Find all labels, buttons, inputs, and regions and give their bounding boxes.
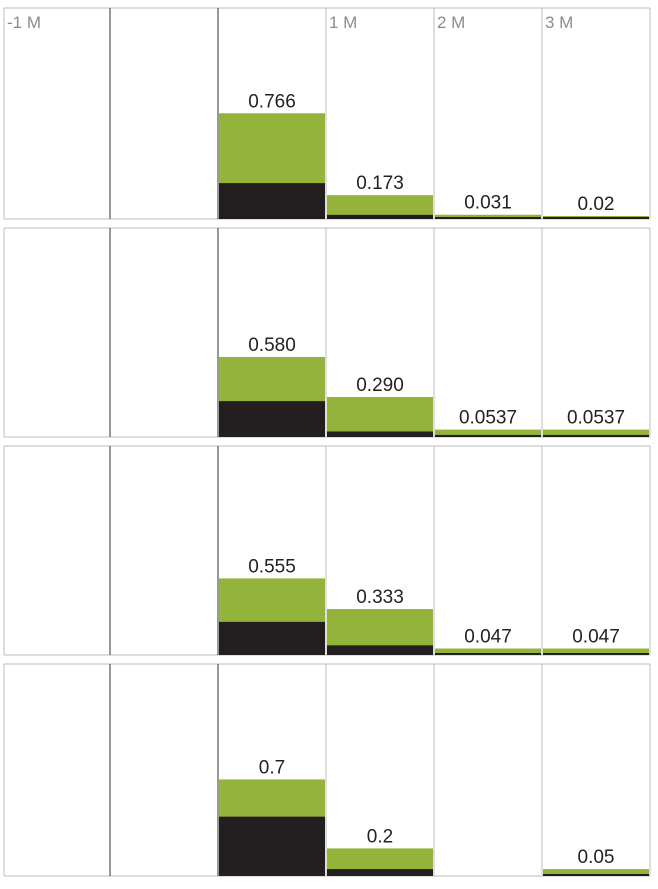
panel-2-bar-3-green [327,397,433,437]
panel-2-data-label-2: 0.580 [248,335,296,356]
panel-3-data-label-2: 0.555 [248,556,296,577]
panel-4-data-label-5: 0.05 [578,847,615,868]
column-header-0: -1 M [7,13,41,32]
panel-2-bar-3-dark [327,431,433,437]
panel-2-bar-4-dark [435,435,541,437]
panel-3-bar-3-dark [327,645,433,655]
panel-1-data-label-5: 0.02 [578,194,615,215]
panel-1-data-label-3: 0.173 [356,173,404,194]
panel-1-bar-3-dark [327,215,433,219]
panel-2-data-label-4: 0.0537 [459,408,517,429]
panel-1-bar-4-dark [435,217,541,219]
column-header-4: 2 M [437,13,465,32]
column-header-5: 3 M [545,13,573,32]
panel-3-bar-5-dark [543,653,649,655]
panel-4-bar-3-dark [327,869,433,876]
column-header-3: 1 M [329,13,357,32]
panel-3-data-label-5: 0.047 [572,627,620,648]
panel-3-data-label-4: 0.047 [464,627,512,648]
panel-1-data-label-2: 0.766 [248,91,296,112]
panel-3-bar-2-dark [219,622,325,655]
panel-2-bar-2-dark [219,401,325,437]
panel-1-bar-2-dark [219,183,325,219]
panel-3-data-label-3: 0.333 [356,587,404,608]
panel-4-bar-2-dark [219,817,325,876]
panel-2-bar-5-dark [543,435,649,437]
panel-1-data-label-4: 0.031 [464,193,512,214]
panel-2-data-label-3: 0.290 [356,375,404,396]
panel-4-data-label-2: 0.7 [259,757,285,778]
panel-4-bar-5-dark [543,874,649,876]
panel-3-bar-4-dark [435,653,541,655]
panel-2-data-label-5: 0.0537 [567,408,625,429]
panel-1-bar-5-dark [543,217,649,219]
panel-4-data-label-3: 0.2 [367,826,393,847]
